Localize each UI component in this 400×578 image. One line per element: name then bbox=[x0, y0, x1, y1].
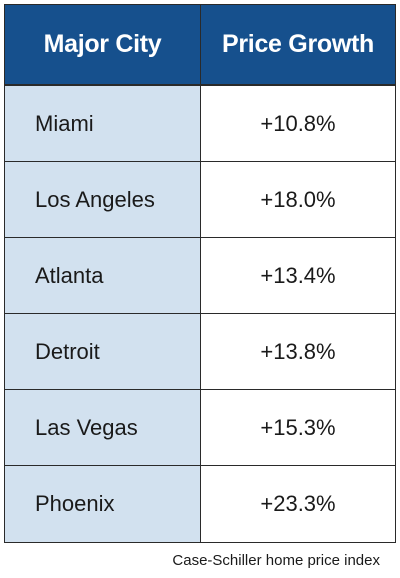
source-footnote: Case-Schiller home price index bbox=[172, 552, 380, 569]
column-header-city: Major City bbox=[5, 5, 201, 84]
price-growth-cell: +13.4% bbox=[201, 238, 395, 313]
city-cell: Los Angeles bbox=[5, 162, 201, 237]
city-cell: Atlanta bbox=[5, 238, 201, 313]
table-row: Atlanta +13.4% bbox=[5, 238, 395, 314]
table-row: Las Vegas +15.3% bbox=[5, 390, 395, 466]
price-growth-cell: +13.8% bbox=[201, 314, 395, 389]
table-row: Los Angeles +18.0% bbox=[5, 162, 395, 238]
city-cell: Detroit bbox=[5, 314, 201, 389]
table-row: Phoenix +23.3% bbox=[5, 466, 395, 542]
table-row: Detroit +13.8% bbox=[5, 314, 395, 390]
table-header-row: Major City Price Growth bbox=[5, 5, 395, 86]
price-growth-cell: +18.0% bbox=[201, 162, 395, 237]
price-growth-table: Major City Price Growth Miami +10.8% Los… bbox=[4, 4, 396, 543]
city-cell: Phoenix bbox=[5, 466, 201, 542]
price-growth-cell: +15.3% bbox=[201, 390, 395, 465]
city-cell: Miami bbox=[5, 86, 201, 161]
column-header-price-growth: Price Growth bbox=[222, 30, 374, 58]
table-row: Miami +10.8% bbox=[5, 86, 395, 162]
price-growth-cell: +10.8% bbox=[201, 86, 395, 161]
city-cell: Las Vegas bbox=[5, 390, 201, 465]
price-growth-cell: +23.3% bbox=[201, 466, 395, 542]
